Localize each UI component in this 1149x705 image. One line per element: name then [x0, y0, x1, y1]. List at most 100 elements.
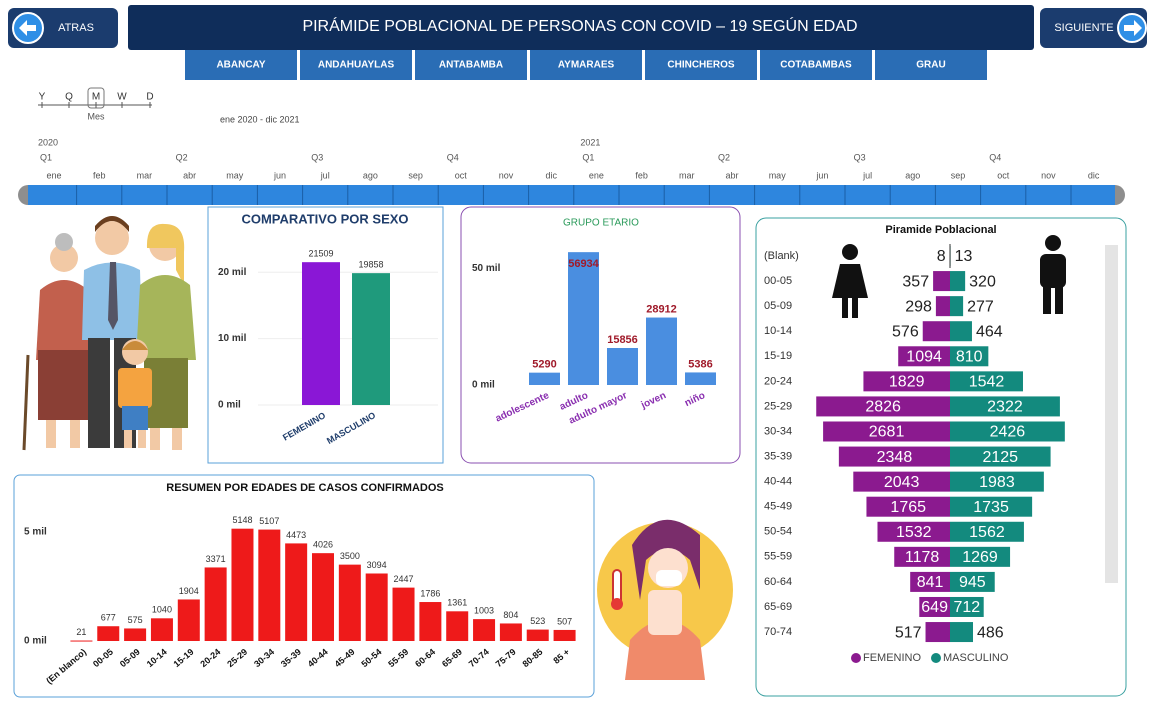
month-label: abr: [183, 170, 196, 180]
row-label: 15-19: [764, 350, 792, 362]
data-label: 712: [953, 599, 980, 616]
month-label: mar: [137, 170, 153, 180]
data-label: 320: [969, 273, 996, 290]
bar: [500, 623, 522, 641]
bar: [529, 373, 560, 385]
page-title: PIRÁMIDE POBLACIONAL DE PERSONAS CON COV…: [302, 16, 857, 35]
row-label: 25-29: [764, 400, 792, 412]
data-label: 277: [967, 298, 994, 315]
data-label: 464: [976, 323, 1003, 340]
quarter-label: Q2: [176, 152, 188, 162]
chart-title: RESUMEN POR EDADES DE CASOS CONFIRMADOS: [166, 482, 443, 494]
data-label: 4473: [286, 530, 306, 540]
next-label[interactable]: SIGUIENTE: [1054, 22, 1113, 34]
data-label: 2043: [884, 474, 920, 491]
bar: [419, 602, 441, 641]
row-label: 60-64: [764, 576, 792, 588]
region-tab-label[interactable]: CHINCHEROS: [667, 60, 735, 71]
data-label: 5386: [688, 358, 712, 370]
data-label: 56934: [568, 258, 599, 270]
level-option[interactable]: D: [146, 92, 153, 103]
bar: [554, 630, 576, 641]
month-label: may: [769, 170, 787, 180]
data-label: 2125: [982, 449, 1018, 466]
month-label: ene: [589, 170, 604, 180]
pyramid-bar: [950, 321, 972, 341]
legend-marker: [931, 653, 941, 663]
month-label: dic: [545, 170, 557, 180]
row-label: 50-54: [764, 526, 792, 538]
data-label: 3094: [367, 560, 387, 570]
level-option[interactable]: Q: [65, 92, 73, 103]
level-option[interactable]: W: [117, 92, 127, 103]
data-label: 1786: [420, 588, 440, 598]
data-label: 1003: [474, 605, 494, 615]
month-label: abr: [725, 170, 738, 180]
month-label: feb: [93, 170, 106, 180]
data-label: 2322: [987, 399, 1023, 416]
data-label: 8: [937, 248, 946, 265]
row-label: 00-05: [764, 275, 792, 287]
quarter-label: Q4: [447, 152, 459, 162]
y-tick-label: 50 mil: [472, 263, 501, 274]
legend-marker: [851, 653, 861, 663]
bar: [312, 553, 334, 641]
row-label: 70-74: [764, 626, 792, 638]
family-illustration: [24, 216, 196, 450]
data-label: 945: [959, 574, 986, 591]
data-label: 5290: [532, 359, 556, 371]
next-button[interactable]: SIGUIENTE: [1040, 8, 1147, 48]
region-tab-label[interactable]: ANTABAMBA: [439, 60, 503, 71]
data-label: 1178: [905, 549, 940, 566]
pyramid-bar: [936, 296, 950, 316]
region-tab-label[interactable]: ANDAHUAYLAS: [318, 60, 395, 71]
region-tab-label[interactable]: COTABAMBAS: [780, 60, 852, 71]
bar: [339, 565, 361, 641]
timeline-range[interactable]: [28, 185, 1115, 205]
quarter-label: Q4: [989, 152, 1001, 162]
month-label: ago: [905, 170, 920, 180]
month-label: jul: [320, 170, 330, 180]
scrollbar[interactable]: [1105, 245, 1118, 583]
level-option[interactable]: M: [92, 92, 100, 103]
data-label: 2447: [394, 574, 414, 584]
data-label: 19858: [358, 260, 383, 270]
bar: [393, 588, 415, 641]
data-label: 28912: [646, 303, 677, 315]
pyramid-bar: [933, 271, 950, 291]
data-label: 357: [902, 273, 929, 290]
y-tick-label: 10 mil: [218, 333, 247, 344]
data-label: 810: [956, 348, 983, 365]
data-label: 1765: [890, 499, 926, 516]
y-tick-label: 20 mil: [218, 267, 247, 278]
pyramid-bar: [950, 271, 965, 291]
back-button[interactable]: ATRAS: [8, 8, 118, 48]
data-label: 486: [977, 624, 1004, 641]
pyramid-bar: [923, 321, 950, 341]
month-label: feb: [635, 170, 648, 180]
month-label: nov: [1041, 170, 1056, 180]
data-label: 804: [503, 610, 518, 620]
data-label: 1094: [906, 348, 942, 365]
bar: [302, 262, 340, 405]
pyramid-bar: [926, 622, 950, 642]
year-label: 2021: [580, 137, 600, 147]
data-label: 298: [905, 298, 932, 315]
data-label: 841: [917, 574, 944, 591]
level-option[interactable]: Y: [39, 92, 46, 103]
row-label: 05-09: [764, 300, 792, 312]
region-tab-label[interactable]: AYMARAES: [558, 60, 615, 71]
bar: [527, 630, 549, 641]
row-label: 65-69: [764, 601, 792, 613]
data-label: 2348: [877, 449, 913, 466]
bar: [568, 252, 599, 385]
data-label: 507: [557, 616, 572, 626]
month-label: sep: [951, 170, 966, 180]
region-tab-label[interactable]: ABANCAY: [216, 60, 265, 71]
region-tab-label[interactable]: GRAU: [916, 60, 945, 71]
data-label: 1040: [152, 605, 172, 615]
data-label: 2426: [990, 424, 1026, 441]
back-label[interactable]: ATRAS: [58, 22, 94, 34]
y-tick-label: 0 mil: [24, 636, 47, 647]
